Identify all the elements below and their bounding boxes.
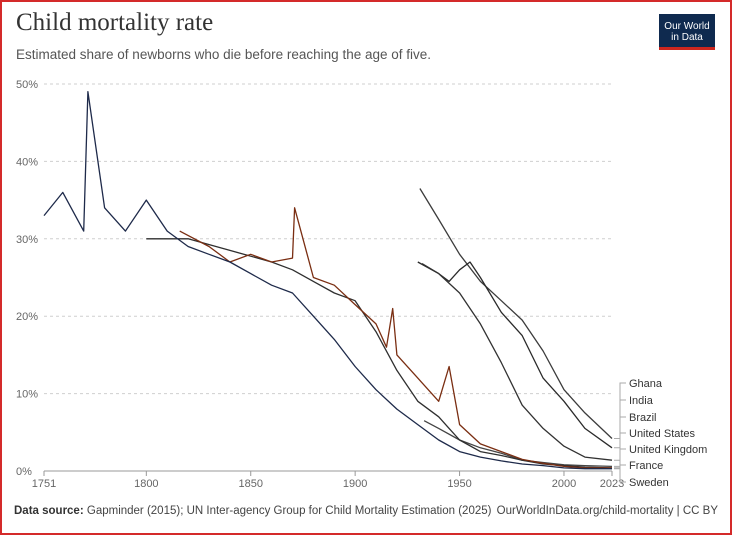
x-tick-label: 1800 [134, 478, 158, 490]
series-line-india[interactable] [417, 261, 613, 449]
data-source-label: Data source: [14, 505, 84, 517]
legend-label-brazil[interactable]: Brazil [629, 412, 657, 424]
legend-label-united-states[interactable]: United States [629, 428, 696, 440]
x-tick-label: 2000 [552, 478, 576, 490]
series-line-brazil[interactable] [421, 263, 613, 461]
legend-label-france[interactable]: France [629, 460, 663, 472]
y-tick-label: 50% [16, 79, 38, 91]
logo-line-2: in Data [671, 32, 703, 43]
data-source-text: Gapminder (2015); UN Inter-agency Group … [86, 505, 492, 517]
y-tick-label: 40% [16, 156, 38, 168]
legend-label-india[interactable]: India [629, 395, 654, 407]
owid-logo[interactable]: Our World in Data [659, 14, 715, 50]
y-axis-ticks: 0% 10% 20% 30% 40% 50% [16, 79, 38, 478]
y-tick-label: 0% [16, 466, 32, 478]
series-line-sweden[interactable] [43, 91, 612, 470]
grid-lines [44, 83, 612, 472]
chart-title: Child mortality rate [16, 9, 214, 36]
data-source: Data source: Gapminder (2015); UN Inter-… [14, 505, 491, 517]
x-tick-label: 2023 [600, 478, 624, 490]
y-tick-label: 20% [16, 311, 38, 323]
credit-link[interactable]: OurWorldInData.org/child-mortality | CC … [496, 505, 718, 517]
y-tick-label: 30% [16, 234, 38, 246]
chart-subtitle: Estimated share of newborns who die befo… [16, 47, 431, 62]
x-tick-label: 1850 [238, 478, 262, 490]
line-chart: 0% 10% 20% 30% 40% 50% 1751 1800 1850 1900 1950 20… [16, 79, 707, 490]
legend-connector [614, 464, 626, 469]
x-tick-label: 1950 [447, 478, 471, 490]
series-lines [43, 91, 613, 470]
legend-label-united-kingdom[interactable]: United Kingdom [629, 444, 707, 456]
legend: Ghana India Brazil United States United King… [614, 378, 707, 489]
x-tick-label: 1900 [343, 478, 367, 490]
series-line-ghana[interactable] [419, 188, 613, 439]
y-tick-label: 10% [16, 389, 38, 401]
legend-connector [614, 468, 626, 483]
legend-label-sweden[interactable]: Sweden [629, 477, 669, 489]
x-tick-label: 1751 [32, 478, 56, 490]
x-axis-ticks: 1751 1800 1850 1900 1950 2000 2023 [32, 471, 624, 490]
series-line-united-kingdom[interactable] [146, 238, 613, 469]
legend-label-ghana[interactable]: Ghana [629, 378, 663, 390]
series-line-united-states[interactable] [423, 420, 613, 468]
logo-line-1: Our World [664, 21, 710, 32]
series-line-france[interactable] [179, 207, 612, 469]
